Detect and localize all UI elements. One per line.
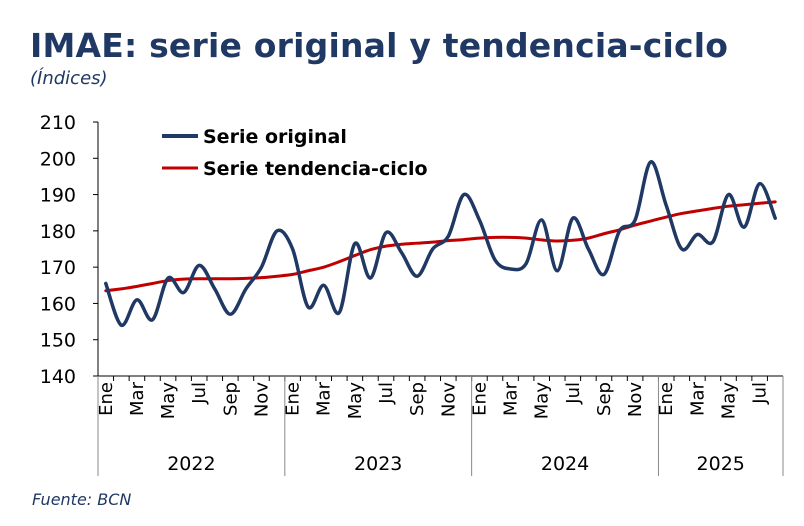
legend-label: Serie tendencia-ciclo bbox=[203, 158, 428, 180]
source-note: Fuente: BCN bbox=[32, 490, 132, 509]
y-tick-label: 150 bbox=[40, 330, 76, 352]
chart-legend: Serie original Serie tendencia-ciclo bbox=[162, 126, 428, 180]
x-tick-label: Mar bbox=[314, 381, 335, 416]
series-original-line bbox=[104, 160, 777, 327]
x-tick-label: Ene bbox=[96, 382, 117, 416]
legend-label: Serie original bbox=[203, 126, 347, 148]
x-tick-label: Jul bbox=[376, 382, 397, 405]
chart-subtitle: (Índices) bbox=[30, 68, 108, 89]
y-tick-label: 200 bbox=[40, 148, 76, 170]
x-tick-label: May bbox=[345, 382, 366, 420]
x-tick-label: Jul bbox=[563, 382, 584, 405]
y-tick-label: 180 bbox=[40, 221, 76, 243]
x-tick-label: Nov bbox=[438, 382, 459, 417]
x-tick-label: Nov bbox=[625, 382, 646, 417]
year-label: 2025 bbox=[697, 453, 745, 475]
year-label: 2023 bbox=[354, 453, 402, 475]
x-tick-label: Sep bbox=[407, 382, 428, 416]
chart-axes: 140 150 160 170 180 190 200 210 Ene Mar May Jul Sep N… bbox=[40, 112, 784, 476]
y-tick-label: 210 bbox=[40, 112, 76, 134]
x-tick-label: Ene bbox=[469, 382, 490, 416]
chart-series bbox=[104, 160, 777, 327]
x-tick-label: May bbox=[719, 382, 740, 420]
x-tick-label: May bbox=[158, 382, 179, 420]
x-tick-label: Mar bbox=[687, 381, 708, 416]
y-tick-label: 160 bbox=[40, 293, 76, 315]
x-tick-label: Mar bbox=[127, 381, 148, 416]
x-tick-label: Sep bbox=[594, 382, 615, 416]
chart-title: IMAE: serie original y tendencia-ciclo bbox=[30, 26, 729, 65]
x-tick-label: Sep bbox=[220, 382, 241, 416]
y-tick-label: 190 bbox=[40, 185, 76, 207]
series-trend-line bbox=[104, 200, 777, 293]
y-tick-label: 140 bbox=[40, 366, 76, 388]
y-tick-label: 170 bbox=[40, 257, 76, 279]
year-label: 2024 bbox=[541, 453, 589, 475]
x-tick-label: Ene bbox=[283, 382, 304, 416]
x-tick-label: Jul bbox=[189, 382, 210, 405]
x-tick-label: Jul bbox=[750, 382, 771, 405]
year-label: 2022 bbox=[167, 453, 215, 475]
x-tick-label: Ene bbox=[656, 382, 677, 416]
x-tick-label: Nov bbox=[251, 382, 272, 417]
x-tick-label: May bbox=[532, 382, 553, 420]
x-tick-label: Mar bbox=[501, 381, 522, 416]
